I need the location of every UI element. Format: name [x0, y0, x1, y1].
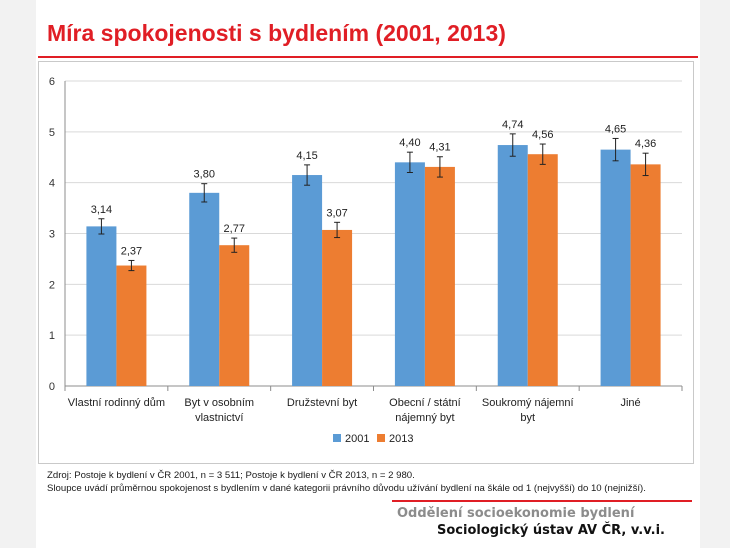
- category-label: Byt v osobním: [184, 397, 254, 409]
- data-label: 4,65: [605, 123, 626, 135]
- bar-2001: [189, 192, 220, 386]
- data-label: 4,56: [532, 129, 553, 141]
- chart-frame: 0 1 2 3 4 5 6 Vlastní rodinný dům 3,14 2,37 Byt v …: [38, 61, 694, 464]
- category-label: Vlastní rodinný dům: [68, 397, 165, 409]
- bar-chart: 0 1 2 3 4 5 6 Vlastní rodinný dům 3,14 2,37 Byt v …: [49, 76, 683, 445]
- category-label: Družstevní byt: [287, 397, 357, 409]
- bar-2013: [527, 154, 558, 386]
- data-label: 2,37: [121, 245, 142, 257]
- bar-2001: [292, 175, 323, 386]
- legend-swatch-2013: [377, 434, 385, 442]
- legend-label: 2013: [389, 433, 413, 445]
- y-tick-label: 1: [49, 330, 55, 342]
- background-decoration: [0, 0, 36, 548]
- data-label: 3,80: [194, 169, 215, 181]
- bar-2013: [116, 265, 147, 386]
- data-label: 3,14: [91, 204, 112, 216]
- source-line: Sloupce uvádí průměrnou spokojenost s by…: [47, 482, 646, 494]
- y-tick-label: 0: [49, 381, 55, 393]
- institute-name: Sociologický ústav AV ČR, v.v.i.: [437, 523, 665, 538]
- y-tick-label: 3: [49, 229, 55, 241]
- data-label: 2,77: [224, 223, 245, 235]
- category-label: Obecní / státní: [389, 397, 461, 409]
- data-label: 4,36: [635, 138, 656, 150]
- data-label: 4,15: [296, 150, 317, 162]
- legend-swatch-2001: [333, 434, 341, 442]
- y-tick-label: 4: [49, 178, 55, 190]
- bar-2013: [219, 245, 250, 386]
- bar-2001: [600, 149, 631, 386]
- category-label: nájemný byt: [395, 412, 454, 424]
- bar-2013: [424, 166, 455, 386]
- data-label: 3,07: [326, 207, 347, 219]
- y-tick-label: 5: [49, 127, 55, 139]
- title-divider: [38, 56, 698, 58]
- category-label: vlastnictví: [195, 412, 243, 424]
- category-label: Jiné: [620, 397, 640, 409]
- bar-2001: [497, 145, 528, 386]
- legend-label: 2001: [345, 433, 369, 445]
- source-note: Zdroj: Postoje k bydlení v ČR 2001, n = …: [47, 470, 646, 495]
- bar-2001: [86, 226, 117, 386]
- page-title: Míra spokojenosti s bydlením (2001, 2013…: [47, 20, 506, 46]
- y-tick-label: 6: [49, 76, 55, 88]
- data-label: 4,74: [502, 119, 523, 131]
- y-tick-label: 2: [49, 279, 55, 291]
- bar-2013: [322, 229, 353, 386]
- bar-2001: [394, 162, 425, 386]
- category-label: byt: [520, 412, 535, 424]
- footer-divider: [392, 500, 692, 502]
- category-label: Soukromý nájemní: [482, 397, 574, 409]
- bar-2013: [630, 164, 661, 386]
- data-label: 4,40: [399, 137, 420, 149]
- source-line: Zdroj: Postoje k bydlení v ČR 2001, n = …: [47, 470, 415, 481]
- background-decoration: [700, 0, 730, 548]
- department-name: Oddělení socioekonomie bydlení: [397, 506, 635, 521]
- data-label: 4,31: [429, 142, 450, 154]
